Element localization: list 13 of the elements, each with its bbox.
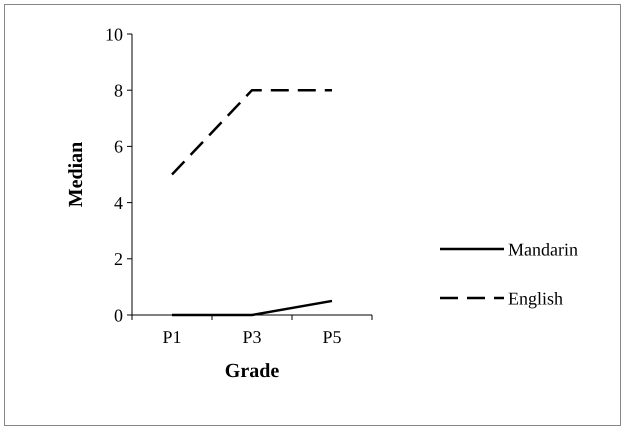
- x-axis-title: Grade: [224, 360, 280, 382]
- y-tick-label: 8: [114, 80, 123, 100]
- y-tick-label: 6: [114, 136, 123, 157]
- legend-label: English: [508, 288, 564, 308]
- x-tick-label: P1: [162, 327, 182, 347]
- y-tick-label: 4: [114, 192, 123, 213]
- x-tick-label: P5: [322, 327, 342, 347]
- y-tick-label: 0: [114, 305, 123, 326]
- y-tick-label: 2: [114, 249, 123, 270]
- y-tick-label: 10: [105, 24, 123, 44]
- y-axis-title: Median: [65, 142, 87, 208]
- legend-label: Mandarin: [508, 239, 578, 260]
- x-tick-label: P3: [242, 327, 262, 347]
